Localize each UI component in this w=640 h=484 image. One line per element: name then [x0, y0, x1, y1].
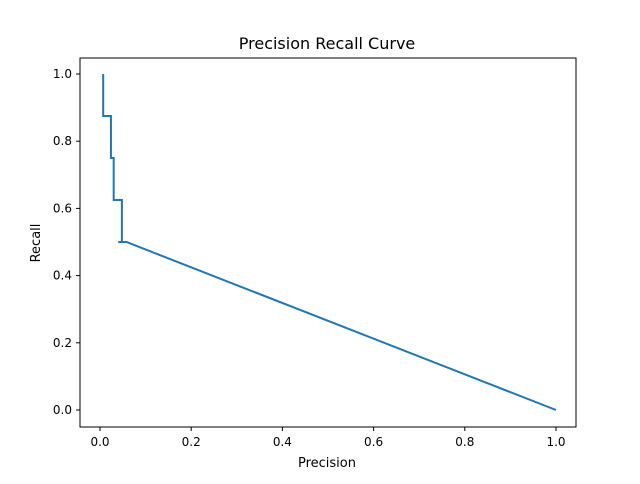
plot-frame	[79, 57, 577, 428]
x-axis-label: Precision	[298, 456, 356, 471]
y-tick-label: 0.8	[53, 134, 72, 148]
y-tick-label: 0.6	[53, 201, 72, 215]
pr-curve-line	[102, 74, 557, 411]
x-tick-label: 0.4	[273, 435, 292, 449]
axis-ticks: 0.0 0.2 0.4 0.6 0.8 1.0 0.0 0.2 0.4 0.6 0.8 1.0	[53, 67, 566, 449]
y-axis-label: Recall	[29, 224, 44, 263]
x-tick-label: 0.0	[90, 435, 109, 449]
x-tick-label: 0.2	[182, 435, 201, 449]
x-tick-label: 0.6	[364, 435, 383, 449]
x-tick-label: 0.8	[455, 435, 474, 449]
y-tick-label: 0.4	[53, 269, 72, 283]
x-tick-label: 1.0	[546, 435, 565, 449]
y-tick-label: 0.0	[53, 403, 72, 417]
chart-title: Precision Recall Curve	[239, 34, 416, 53]
y-tick-label: 1.0	[53, 67, 72, 81]
y-tick-label: 0.2	[53, 336, 72, 350]
